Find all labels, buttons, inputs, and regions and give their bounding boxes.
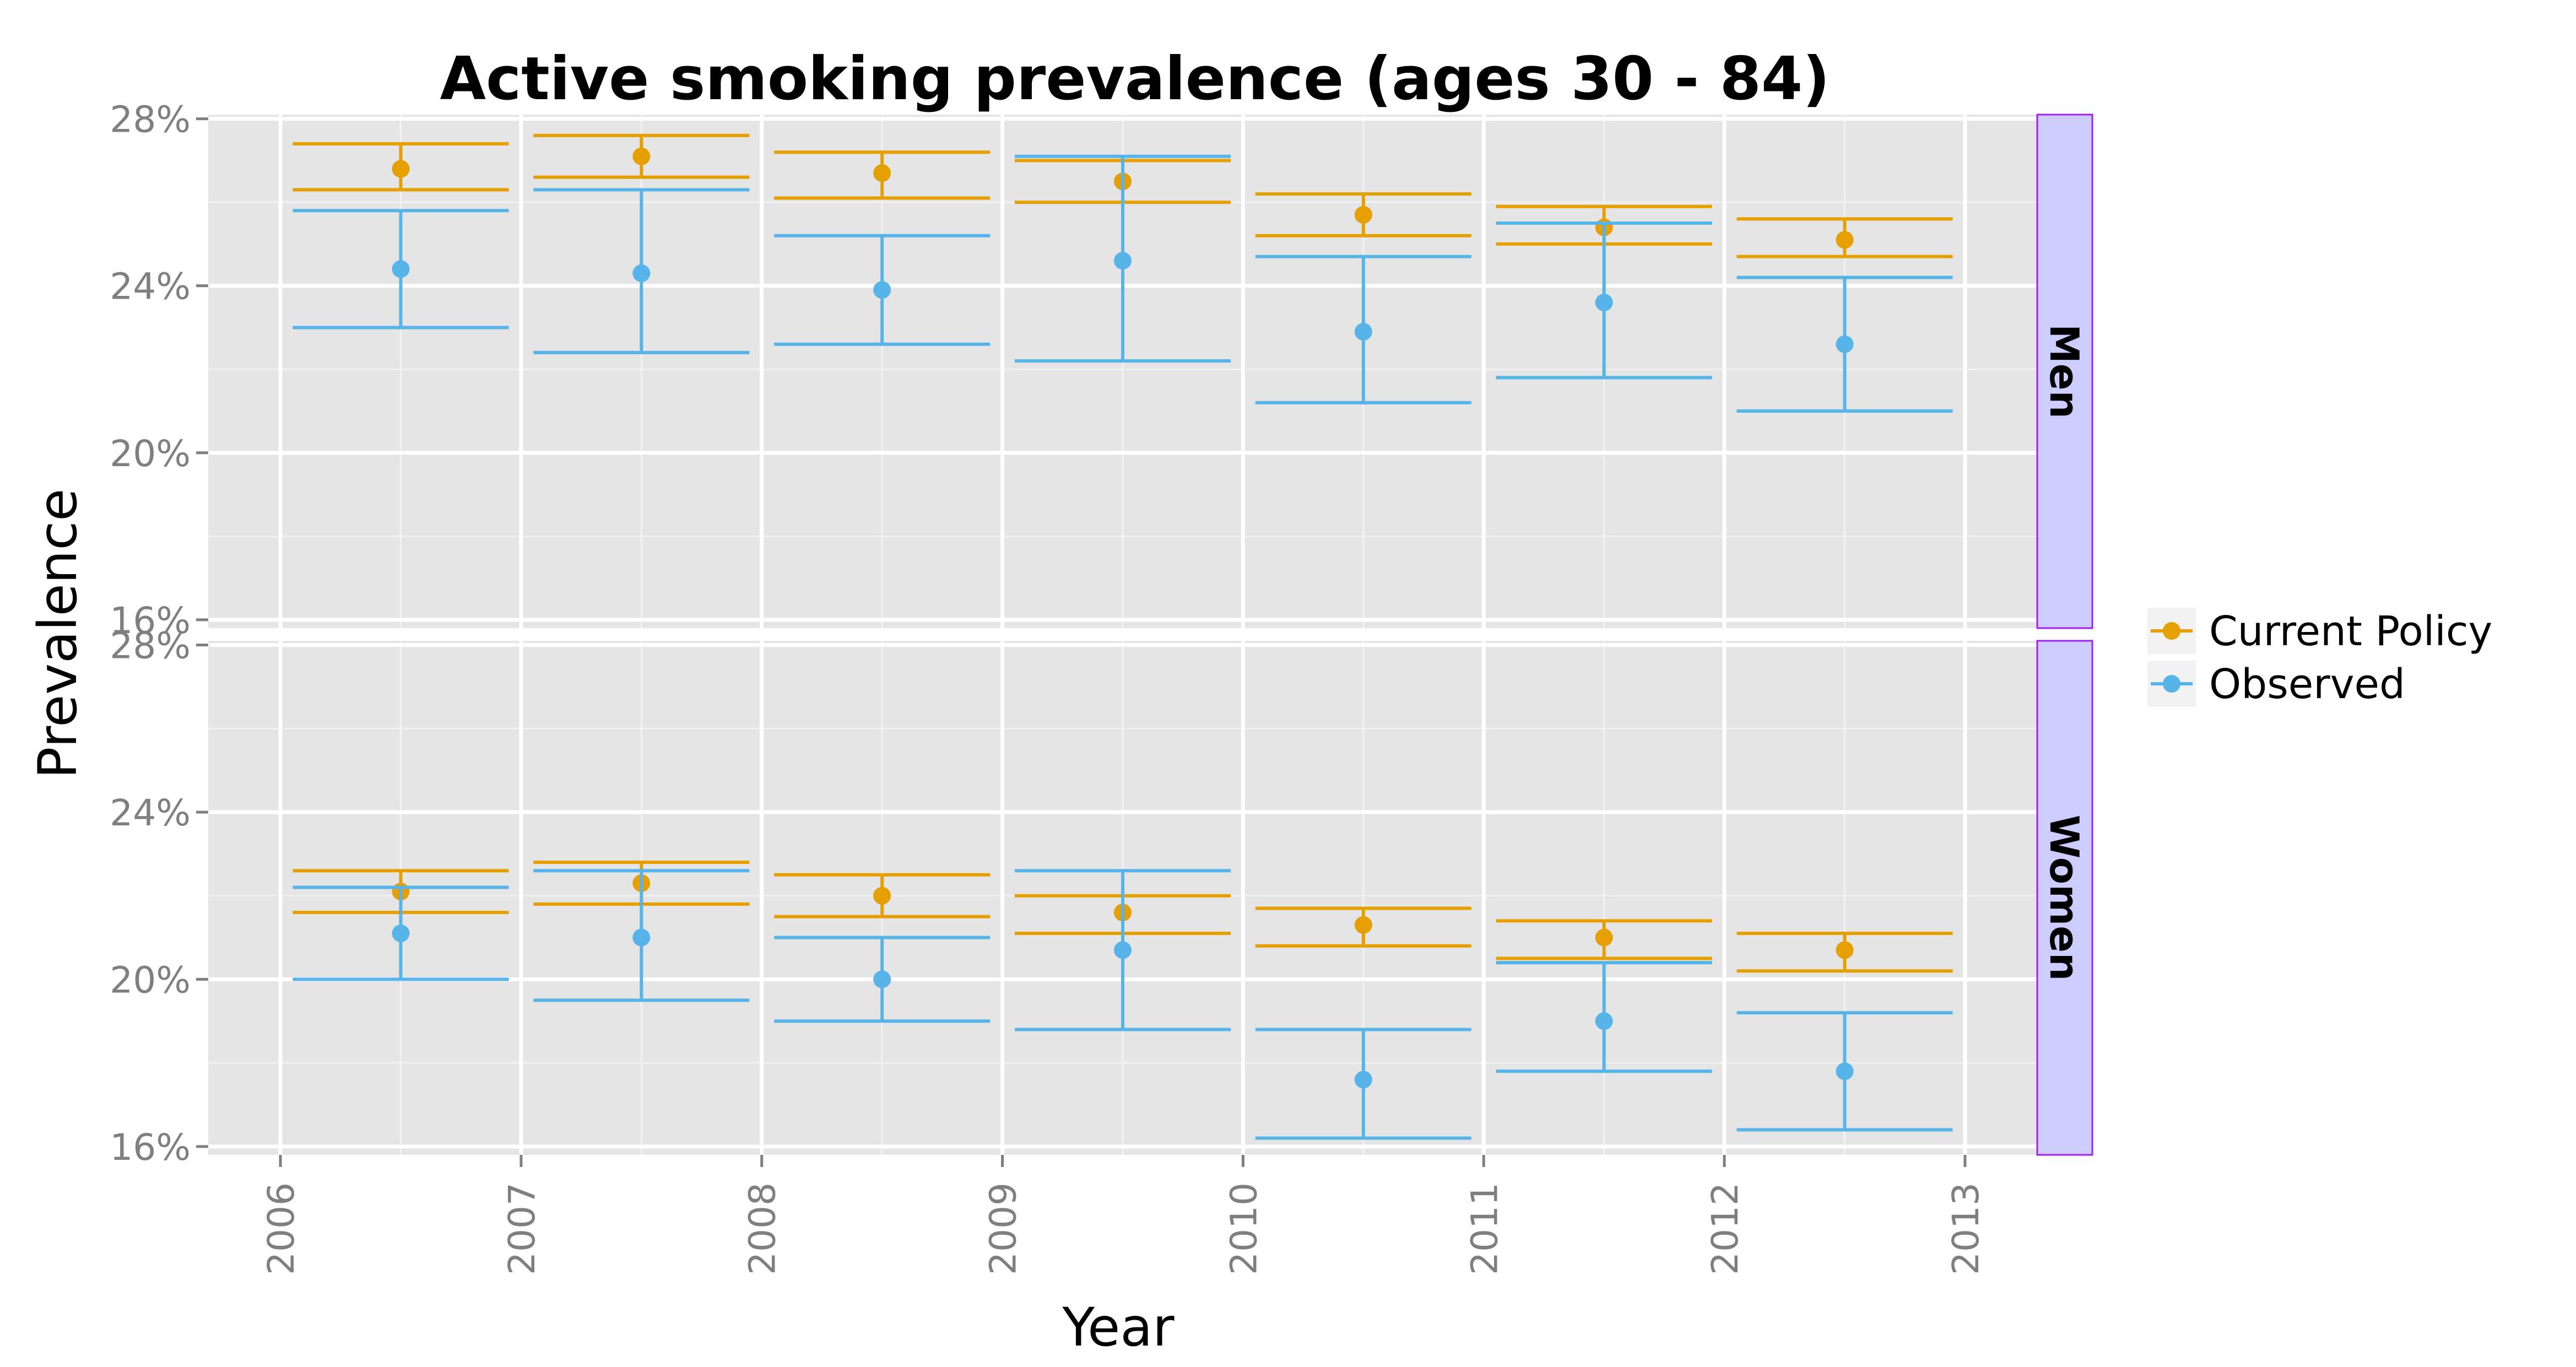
data-point <box>873 887 891 905</box>
data-point <box>1836 1062 1854 1080</box>
facet-strip <box>2036 640 2093 1156</box>
x-tick-label: 2013 <box>1945 1182 1987 1275</box>
legend-label: Observed <box>2209 661 2405 708</box>
x-tick-label: 2010 <box>1222 1182 1265 1275</box>
legend-key-point <box>2163 622 2180 640</box>
y-tick-label: 20% <box>110 959 191 1001</box>
x-axis-title: Year <box>1062 1296 1175 1358</box>
facet-strip-label: Women <box>2041 815 2087 981</box>
data-point <box>632 264 651 282</box>
panel-men: 16% 20% 24% 28% Men <box>110 99 2093 642</box>
x-tick-label: 2011 <box>1463 1182 1506 1275</box>
y-tick-label: 28% <box>110 99 191 141</box>
legend-item-observed: Observed <box>2147 661 2405 708</box>
x-tick-label: 2012 <box>1704 1182 1746 1275</box>
data-point <box>1354 206 1372 224</box>
y-tick-label: 24% <box>110 792 191 834</box>
x-tick-label: 2008 <box>742 1182 784 1275</box>
data-point <box>392 160 410 178</box>
legend-key-point <box>2163 675 2180 693</box>
data-point <box>873 281 891 299</box>
data-point <box>632 928 651 947</box>
series-observed <box>293 154 1953 413</box>
panel-women: 16% 20% 24% 28% Women <box>110 625 2093 1169</box>
data-point <box>632 147 651 165</box>
data-point <box>1595 928 1613 947</box>
facet-strip <box>2036 114 2093 629</box>
data-point <box>873 970 891 988</box>
legend-label: Current Policy <box>2209 608 2492 655</box>
x-tick-label: 2006 <box>260 1182 302 1275</box>
data-point <box>1354 916 1372 934</box>
plot-panels: 16% 20% 24% 28% Men 16% 20% 24% 28% Women <box>110 99 2093 1169</box>
y-tick-label: 24% <box>110 266 191 308</box>
data-point <box>1836 335 1854 353</box>
y-tick-label: 20% <box>110 433 191 475</box>
data-point <box>1595 293 1613 311</box>
data-point <box>1595 1012 1613 1030</box>
data-point <box>1114 252 1132 270</box>
data-point <box>1836 941 1854 959</box>
x-tick-label: 2007 <box>501 1182 543 1275</box>
data-point <box>1836 231 1854 249</box>
x-tick-label: 2009 <box>982 1182 1025 1275</box>
legend: Current Policy Observed <box>2147 608 2492 708</box>
data-point <box>392 260 410 278</box>
y-axis-title: Prevalence <box>27 489 89 779</box>
y-tick-label: 16% <box>110 599 191 642</box>
data-point <box>1354 323 1372 341</box>
data-point <box>1114 941 1132 959</box>
chart-title: Active smoking prevalence (ages 30 - 84) <box>440 45 1830 114</box>
facet-strip-label: Men <box>2041 324 2087 419</box>
data-point <box>873 164 891 182</box>
data-point <box>392 924 410 942</box>
series-observed <box>293 869 1953 1140</box>
legend-item-current-policy: Current Policy <box>2147 608 2492 655</box>
y-tick-label: 28% <box>110 625 191 667</box>
data-point <box>1354 1071 1372 1089</box>
y-tick-label: 16% <box>110 1126 191 1169</box>
x-axis: 2006 2007 2008 2009 2010 2011 2012 2013 <box>260 1155 1987 1275</box>
